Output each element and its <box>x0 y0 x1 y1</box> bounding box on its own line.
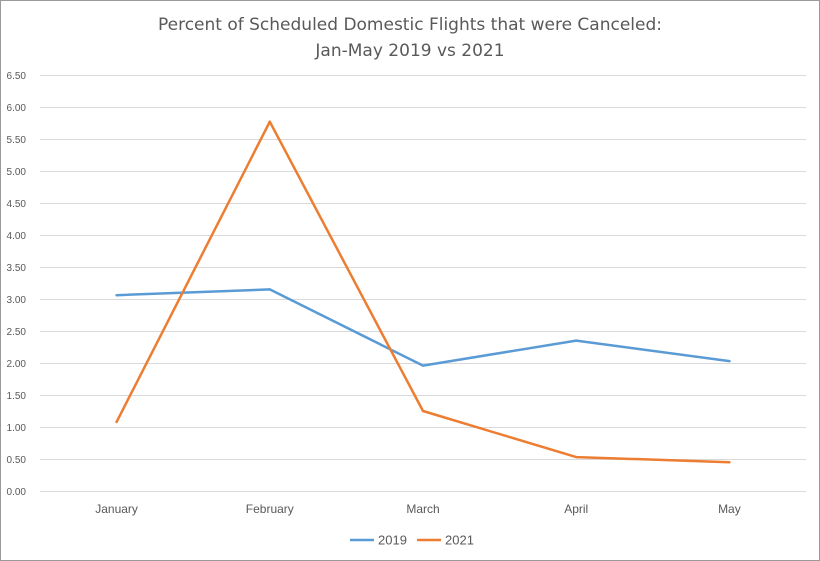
y-tick-label: 3.50 <box>7 263 27 274</box>
y-tick-label: 4.00 <box>7 231 27 242</box>
data-point-2019 <box>115 293 118 297</box>
data-point-2021 <box>575 455 578 459</box>
y-tick-label: 0.50 <box>7 455 27 466</box>
data-point-2021 <box>115 420 118 424</box>
y-tick-label: 1.50 <box>7 391 27 402</box>
data-point-2019 <box>728 359 731 363</box>
data-point-2021 <box>421 409 425 413</box>
y-axis-ticks: 0.00 0.50 1.00 1.50 2.00 2.50 3.00 3.50 4.00 4.50… <box>7 71 27 498</box>
y-tick-label: 5.50 <box>7 135 27 146</box>
series-line-2019 <box>115 288 731 367</box>
x-category-label: May <box>718 502 741 516</box>
series-lines <box>115 120 731 464</box>
data-point-2019 <box>421 364 425 367</box>
legend-label-2019: 2019 <box>378 533 407 548</box>
data-point-2019 <box>575 339 578 342</box>
legend: 2019 2021 <box>350 533 474 548</box>
chart-title-line-1: Percent of Scheduled Domestic Flights th… <box>157 15 663 35</box>
data-point-2021 <box>728 461 731 464</box>
y-tick-label: 4.50 <box>7 199 27 210</box>
y-tick-label: 0.00 <box>7 487 27 498</box>
x-category-label: April <box>564 502 588 516</box>
gridlines <box>40 75 806 492</box>
x-axis-categories: January February March April May <box>95 502 740 516</box>
data-point-2019 <box>268 288 271 291</box>
y-tick-label: 1.00 <box>7 423 27 434</box>
y-tick-label: 3.00 <box>7 295 27 306</box>
y-tick-label: 2.50 <box>7 327 27 338</box>
x-category-label: February <box>246 502 294 516</box>
y-tick-label: 6.50 <box>7 71 27 82</box>
y-tick-label: 2.00 <box>7 359 27 370</box>
legend-label-2021: 2021 <box>445 533 474 548</box>
y-tick-label: 5.00 <box>7 167 27 178</box>
data-point-2021 <box>268 120 271 123</box>
y-tick-label: 6.00 <box>7 103 27 114</box>
x-category-label: January <box>95 502 138 516</box>
chart-title-line-2: Jan-May 2019 vs 2021 <box>315 41 505 61</box>
x-category-label: March <box>406 502 439 516</box>
chart-title: Percent of Scheduled Domestic Flights th… <box>0 12 820 64</box>
